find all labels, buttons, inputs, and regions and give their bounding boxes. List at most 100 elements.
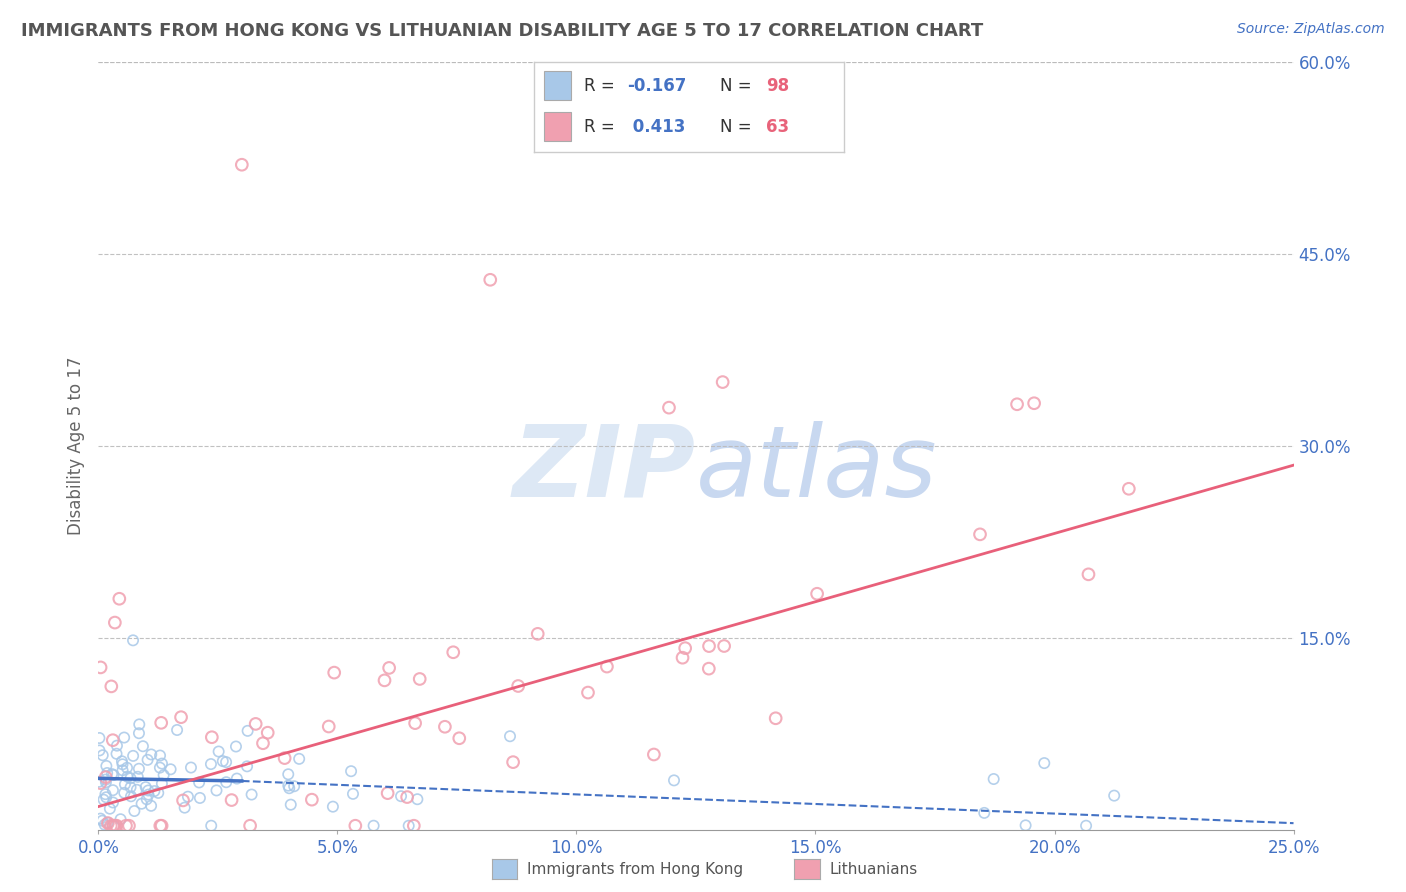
Point <box>236 759 259 773</box>
Point <box>172 793 194 807</box>
Point <box>344 819 367 833</box>
Point <box>101 733 124 747</box>
Text: atlas: atlas <box>696 420 938 517</box>
Point <box>658 401 681 415</box>
Point <box>132 739 155 754</box>
Point <box>231 158 253 172</box>
Point <box>342 787 364 801</box>
Point <box>100 679 122 693</box>
Point <box>1033 756 1056 770</box>
Point <box>225 739 247 754</box>
Point <box>91 814 114 828</box>
Point <box>983 772 1005 786</box>
Point <box>277 767 299 781</box>
Point <box>139 798 162 813</box>
Point <box>1014 818 1036 832</box>
Point <box>108 591 131 606</box>
Point <box>245 717 267 731</box>
Point <box>101 767 124 781</box>
Point <box>373 673 395 688</box>
Point <box>180 760 202 774</box>
Point <box>89 743 111 757</box>
Point <box>120 771 142 785</box>
Point <box>94 770 117 784</box>
Point <box>406 792 429 806</box>
Point <box>149 761 172 775</box>
Point <box>90 660 112 674</box>
Point <box>141 747 163 762</box>
Text: Lithuanians: Lithuanians <box>830 863 918 877</box>
Point <box>96 759 118 773</box>
Point <box>149 819 172 833</box>
Point <box>236 723 259 738</box>
Point <box>499 729 522 743</box>
Point <box>1074 819 1097 833</box>
Point <box>105 739 128 753</box>
Point <box>117 770 139 784</box>
Point <box>112 731 135 745</box>
Point <box>98 802 121 816</box>
Text: IMMIGRANTS FROM HONG KONG VS LITHUANIAN DISABILITY AGE 5 TO 17 CORRELATION CHART: IMMIGRANTS FROM HONG KONG VS LITHUANIAN … <box>21 22 983 40</box>
Point <box>100 819 122 833</box>
Point <box>135 792 157 806</box>
Point <box>94 787 117 801</box>
Point <box>188 791 211 805</box>
Point <box>323 665 346 680</box>
Point <box>152 768 174 782</box>
Point <box>765 711 787 725</box>
Point <box>1102 789 1125 803</box>
Text: 63: 63 <box>766 118 789 136</box>
Point <box>89 812 111 826</box>
Point <box>128 762 150 776</box>
Point <box>673 641 696 656</box>
Point <box>211 754 233 768</box>
Point <box>225 772 247 786</box>
Point <box>363 819 385 833</box>
Point <box>508 679 530 693</box>
Point <box>101 783 124 797</box>
Point <box>479 273 502 287</box>
Point <box>89 731 111 745</box>
Point <box>273 751 295 765</box>
Point <box>97 816 120 830</box>
Point <box>159 762 181 776</box>
Text: Immigrants from Hong Kong: Immigrants from Hong Kong <box>527 863 744 877</box>
Point <box>288 752 311 766</box>
Point <box>240 788 263 802</box>
Point <box>131 797 153 811</box>
Text: 98: 98 <box>766 77 789 95</box>
Point <box>91 748 114 763</box>
Point <box>1005 397 1028 411</box>
Point <box>89 776 111 790</box>
Point <box>127 770 149 784</box>
Point <box>97 815 120 830</box>
Point <box>806 587 828 601</box>
Point <box>170 710 193 724</box>
Point <box>713 639 735 653</box>
Point <box>150 756 173 771</box>
Point <box>103 768 125 782</box>
Point <box>526 627 548 641</box>
Point <box>150 777 173 791</box>
Point <box>205 783 228 797</box>
Point <box>94 775 117 789</box>
Point <box>711 375 734 389</box>
Point <box>166 723 188 737</box>
Point <box>252 736 274 750</box>
Text: 0.413: 0.413 <box>627 118 686 136</box>
Point <box>973 805 995 820</box>
Point <box>118 819 141 833</box>
Point <box>150 715 173 730</box>
Point <box>115 761 138 775</box>
Point <box>697 639 720 653</box>
Point <box>378 661 401 675</box>
Text: -0.167: -0.167 <box>627 77 686 95</box>
Point <box>122 633 145 648</box>
Point <box>110 812 132 826</box>
Point <box>1077 567 1099 582</box>
Point <box>124 804 146 818</box>
Point <box>111 754 134 768</box>
Point <box>112 786 135 800</box>
Point <box>377 786 399 800</box>
Point <box>576 685 599 699</box>
